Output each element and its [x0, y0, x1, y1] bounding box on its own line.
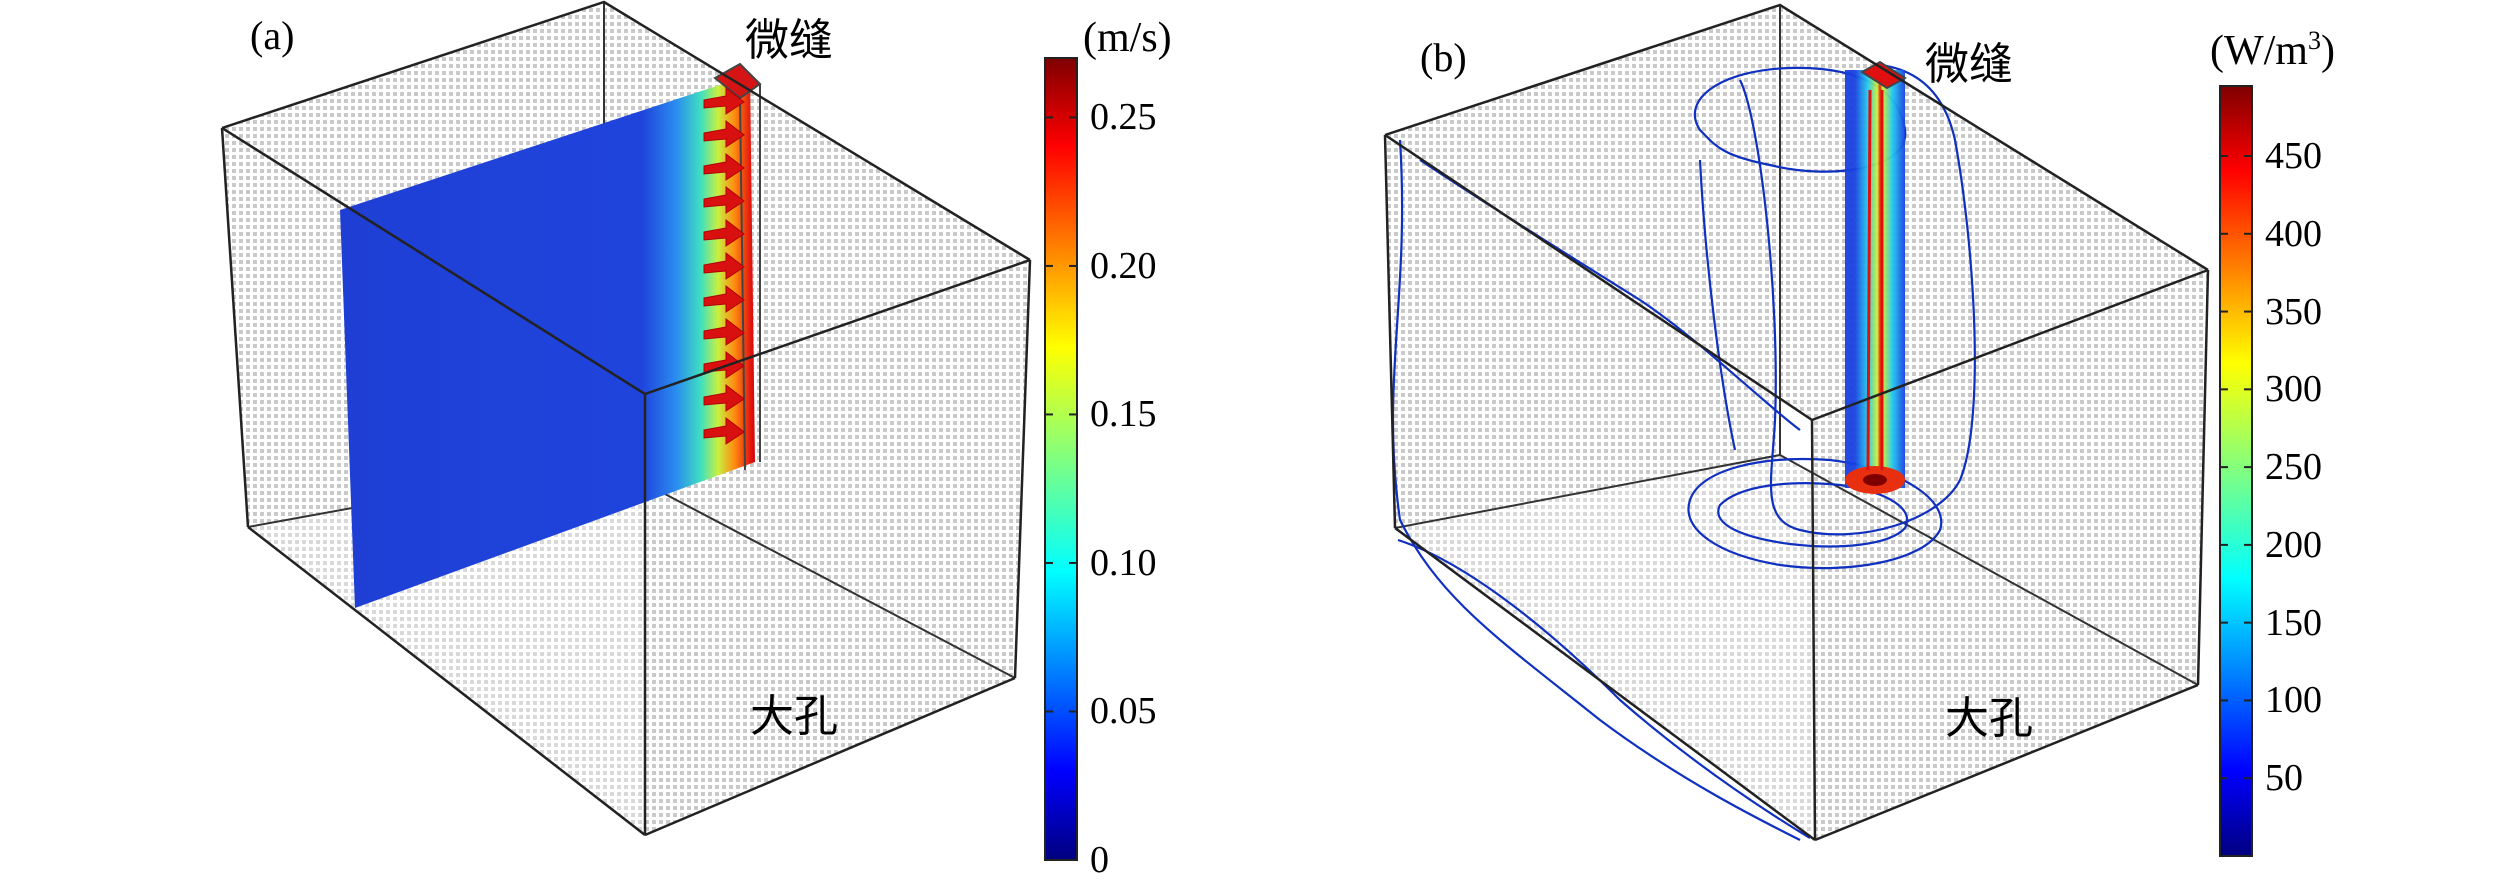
velocity-arrow: [703, 416, 745, 445]
box-b-edges: [1383, 3, 2210, 842]
colorbar-a-tick-label: 0.05: [1090, 690, 1157, 733]
panel-b: [1383, 3, 2253, 857]
colorbar-b-tick-label: 50: [2265, 757, 2303, 800]
velocity-arrow: [703, 86, 745, 115]
box-b-bottom: [1395, 455, 2198, 840]
box-b-hidden-edges: [1394, 5, 2199, 686]
velocity-arrow: [703, 152, 745, 181]
colorbar-b-unit-exp: 3: [2307, 26, 2321, 55]
colorbar-b-unit: (W/m3): [2210, 26, 2335, 75]
velocity-arrow: [703, 251, 745, 280]
heat-column: [1845, 70, 1905, 488]
colorbar-b-unit-base: (W/m: [2210, 28, 2308, 74]
colorbar-b-tick-label: 200: [2265, 523, 2322, 566]
velocity-arrow: [703, 383, 745, 412]
colorbar-a-tick-label: 0.25: [1090, 96, 1157, 139]
colorbar-b-tick-label: 150: [2265, 601, 2322, 644]
colorbar-b-ticks: [2220, 155, 2252, 780]
column-inner-contours: [1866, 89, 1884, 471]
panel-a-micro-slit-label: 微缝: [745, 15, 833, 66]
colorbar-b-tick-label: 100: [2265, 679, 2322, 722]
colorbar-a-tick-label: 0: [1090, 839, 1109, 881]
panel-a-macro-pore-label: 大孔: [750, 691, 838, 742]
velocity-arrow: [703, 218, 745, 247]
colorbar-a-tick-label: 0.20: [1090, 244, 1157, 287]
velocity-arrow: [703, 317, 745, 346]
colorbar-a-tick-label: 0.15: [1090, 393, 1157, 436]
panel-b-letter: (b): [1420, 35, 1467, 80]
colorbar-a: [1044, 57, 1078, 861]
colorbar-b-tick-label: 450: [2265, 135, 2322, 177]
colorbar-a-unit: (m/s): [1083, 15, 1172, 61]
panel-a: [220, 0, 1078, 861]
heat-column-base-core: [1863, 474, 1887, 486]
velocity-arrow: [703, 185, 745, 214]
panel-a-letter: (a): [250, 13, 295, 58]
velocity-arrow: [703, 119, 745, 148]
colorbar-a-ticks: [1045, 116, 1077, 861]
box-a-edges: [220, 0, 1032, 837]
colorbar-b: [2219, 85, 2253, 857]
micro-slit-b: [1860, 60, 1907, 90]
colorbar-b-tick-label: 250: [2265, 446, 2322, 489]
colorbar-a-tick-label: 0.10: [1090, 541, 1157, 584]
colorbar-b-tick-label: 350: [2265, 290, 2322, 333]
colorbar-b-tick-label: 400: [2265, 212, 2322, 255]
colorbar-b-tick-label: 300: [2265, 368, 2322, 411]
colorbar-b-unit-close: ): [2320, 28, 2335, 74]
velocity-arrow: [703, 284, 745, 313]
velocity-arrows: [703, 86, 745, 445]
panel-b-micro-slit-label: 微缝: [1925, 39, 2013, 90]
panel-b-macro-pore-label: 大孔: [1945, 693, 2033, 744]
velocity-slice: [340, 75, 755, 608]
